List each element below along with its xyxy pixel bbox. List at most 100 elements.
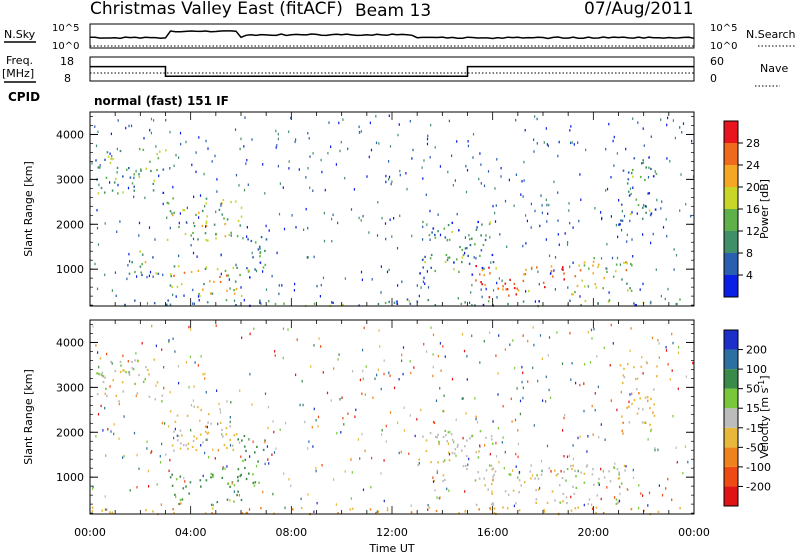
power-cell (471, 237, 473, 240)
power-cell (167, 202, 170, 205)
power-cell (259, 261, 262, 264)
velocity-cell (506, 507, 509, 510)
velocity-noise-cell (350, 457, 352, 461)
power-noise-cell (522, 244, 524, 248)
velocity-noise-cell (374, 377, 376, 380)
power-noise-cell (211, 160, 213, 163)
velocity-noise-cell (600, 467, 602, 471)
power-noise-cell (361, 278, 363, 282)
power-cell (396, 300, 398, 303)
velocity-noise-cell (447, 442, 449, 445)
velocity-cell (621, 415, 623, 418)
velocity-noise-cell (160, 503, 162, 506)
velocity-cell (96, 393, 99, 396)
power-noise-cell (360, 130, 362, 133)
power-cell (612, 275, 615, 278)
power-cell (341, 304, 343, 307)
velocity-cell (535, 489, 537, 492)
power-cell (641, 217, 644, 220)
velocity-cell (99, 373, 101, 376)
power-cell (645, 166, 647, 169)
velocity-cell (430, 461, 432, 464)
velocity-cell (493, 473, 495, 476)
power-noise-cell (533, 138, 535, 141)
power-cell (172, 197, 174, 200)
power-noise-cell (564, 232, 566, 235)
velocity-noise-cell (98, 365, 100, 369)
power-cell (171, 285, 173, 289)
power-noise-cell (465, 190, 468, 194)
power-noise-cell (650, 300, 652, 304)
power-cell (544, 286, 546, 289)
velocity-noise-cell (630, 327, 632, 330)
velocity-noise-cell (589, 361, 592, 364)
power-noise-cell (610, 215, 612, 218)
power-cell (236, 235, 239, 238)
power-cell (104, 158, 106, 161)
velocity-noise-cell (658, 356, 660, 359)
velocity-cell (437, 433, 439, 436)
velocity-cell (572, 485, 574, 488)
power-noise-cell (323, 211, 325, 215)
power-noise-cell (656, 198, 658, 202)
power-cell (550, 270, 553, 273)
velocity-cell (491, 468, 493, 471)
velocity-noise-cell (313, 344, 315, 347)
power-noise-cell (115, 294, 117, 298)
velocity-noise-cell (541, 469, 543, 473)
power-noise-cell (487, 170, 490, 173)
power-noise-cell (143, 137, 145, 140)
power-noise-cell (385, 180, 387, 184)
velocity-cell (238, 441, 241, 444)
power-cell (133, 185, 135, 188)
velocity-cell (219, 408, 221, 411)
velocity-cell (161, 400, 163, 403)
power-cell (250, 239, 253, 243)
velocity-colorbar-tick-label: -15 (746, 422, 764, 435)
velocity-cell (436, 436, 438, 439)
velocity-cell (226, 446, 228, 450)
power-noise-cell (96, 209, 98, 212)
power-noise-cell (220, 272, 222, 276)
power-noise-cell (494, 211, 496, 215)
power-cell (166, 238, 169, 241)
power-cell (474, 243, 476, 246)
velocity-noise-cell (571, 362, 573, 365)
power-noise-cell (368, 231, 370, 234)
velocity-cell (512, 489, 515, 492)
velocity-cell (437, 461, 439, 464)
power-cell (428, 234, 431, 237)
velocity-cell (204, 512, 207, 515)
power-noise-cell (470, 291, 472, 294)
velocity-noise-cell (188, 325, 190, 329)
power-noise-cell (324, 188, 326, 192)
power-noise-cell (664, 297, 666, 301)
velocity-cell (180, 442, 182, 445)
power-cell (97, 166, 100, 169)
power-noise-cell (536, 117, 538, 121)
velocity-cell (620, 482, 623, 485)
power-noise-cell (271, 274, 273, 278)
velocity-cell (507, 493, 510, 496)
velocity-cell (377, 510, 380, 513)
power-noise-cell (216, 178, 218, 181)
power-noise-cell (195, 151, 197, 154)
power-cell (584, 285, 586, 288)
power-noise-cell (178, 221, 180, 225)
velocity-noise-cell (389, 374, 391, 377)
freq-label-line1: Freq. (6, 54, 33, 67)
power-colorbar-tick-label: 4 (746, 269, 753, 282)
power-noise-cell (655, 268, 657, 271)
velocity-noise-cell (438, 442, 440, 446)
velocity-noise-cell (685, 375, 687, 378)
velocity-cell (445, 434, 447, 437)
velocity-cell (182, 444, 185, 447)
velocity-noise-cell (238, 494, 240, 497)
velocity-noise-cell (378, 329, 380, 332)
velocity-cell (219, 421, 222, 424)
power-noise-cell (204, 205, 206, 208)
velocity-noise-cell (217, 449, 219, 452)
power-noise-cell (265, 224, 267, 228)
power-noise-cell (468, 234, 470, 237)
power-cell (205, 266, 208, 269)
